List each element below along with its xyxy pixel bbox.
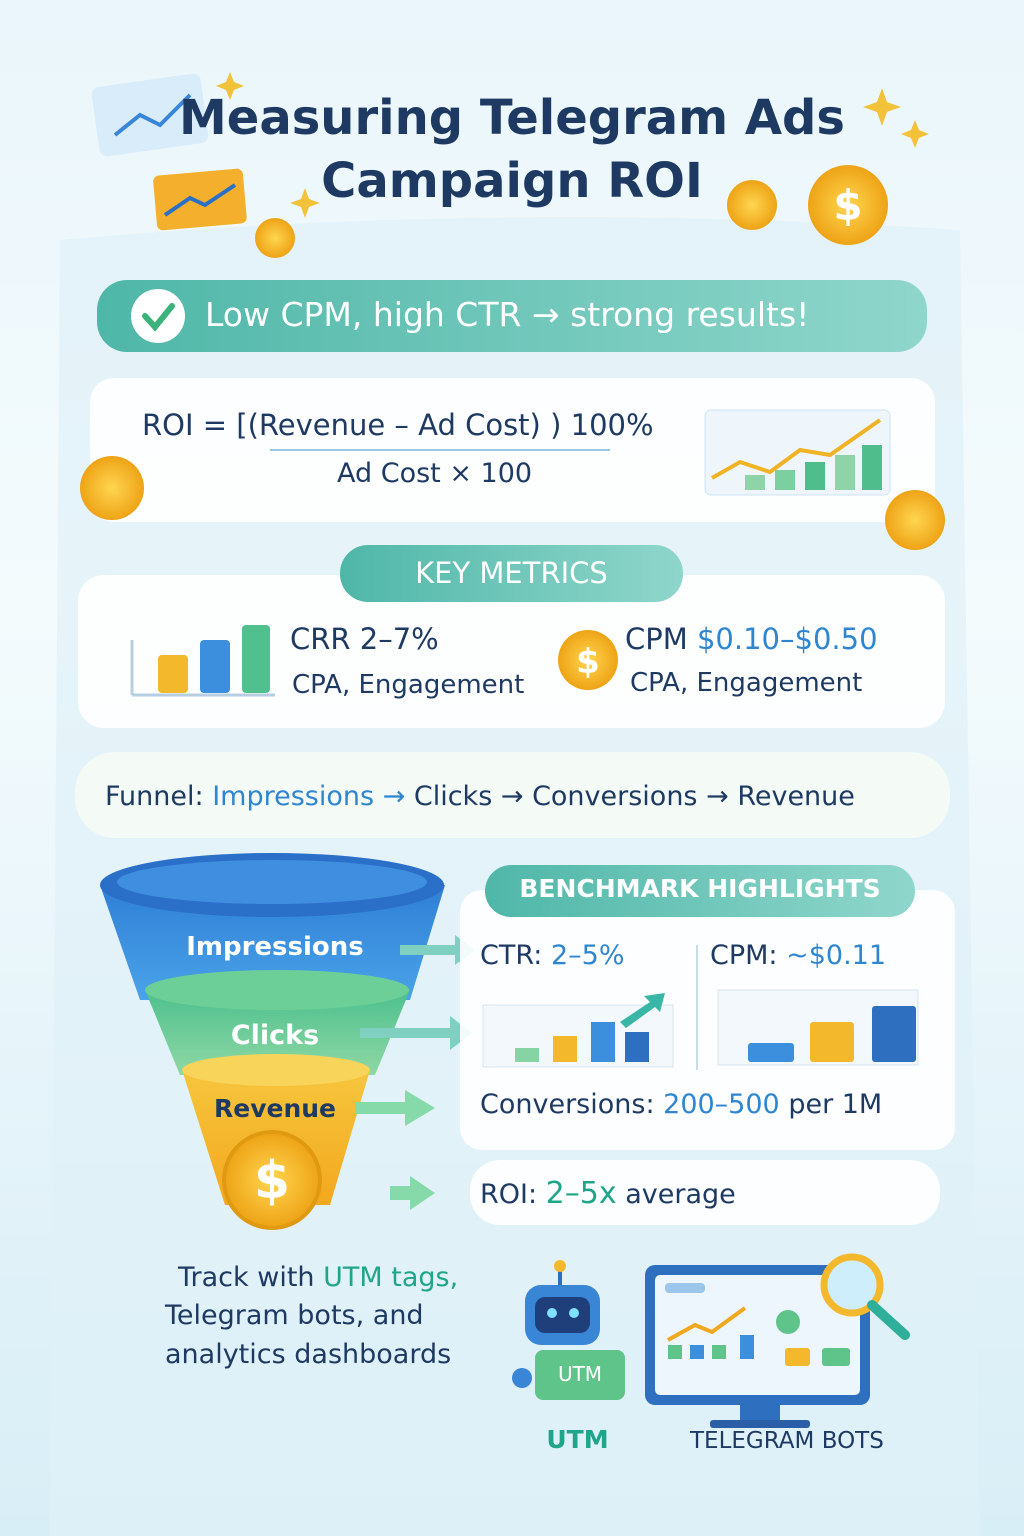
icon-label: UTM (546, 1425, 609, 1454)
metrics-pill (340, 545, 683, 602)
metric-label: CPM (625, 622, 688, 656)
coin-symbol: $ (833, 181, 862, 230)
coin (558, 630, 618, 690)
check-circle (131, 289, 185, 343)
benchmark: CPM: ~$0.11 (710, 940, 886, 971)
tracking-text: Track with UTM tags, (178, 1262, 458, 1293)
tracking-text: Telegram bots, and (165, 1300, 424, 1331)
funnel-stage-label: Revenue (213, 1094, 336, 1123)
robot (512, 1260, 625, 1400)
arrows (355, 935, 475, 1210)
metrics-title: KEY METRICS (415, 556, 608, 590)
check (142, 303, 175, 332)
metric-sub: CPA, Engagement (630, 668, 863, 698)
benchmark: CTR: 2–5% (480, 940, 624, 971)
tracking-part: Track with (178, 1262, 315, 1293)
benchmark-value: 200–500 (663, 1089, 780, 1120)
benchmark-value: ~$0.11 (786, 940, 887, 971)
chart-icon-line (113, 93, 192, 137)
metric-value: $0.10–$0.50 (696, 622, 878, 656)
card-icon (153, 168, 247, 231)
benchmark-label: ROI: (480, 1179, 538, 1210)
formula-denominator: Ad Cost × 100 (337, 458, 533, 489)
benchmark-unit: per 1M (788, 1089, 883, 1120)
svg-text:$: $ (576, 642, 600, 682)
tracking-highlight: UTM tags, (323, 1262, 459, 1293)
metric: CRR 2–7% (290, 622, 439, 656)
coin (808, 165, 888, 245)
benchmark-value: 2–5% (550, 940, 625, 971)
funnel-step: Impressions → (212, 781, 406, 812)
coin (255, 218, 295, 258)
tracking-text: analytics dashboards (165, 1339, 452, 1370)
coin (885, 490, 945, 550)
title-line: Measuring Telegram Ads (179, 90, 845, 146)
roi-card (470, 1160, 940, 1225)
benchmark-title: BENCHMARK HIGHLIGHTS (519, 874, 881, 903)
icon-label: TELEGRAM BOTS (690, 1428, 884, 1454)
funnel-stage-label: Impressions (186, 932, 364, 962)
benchmark-value: 2–5x (545, 1176, 617, 1211)
funnel-stage-label: Clicks (230, 1020, 320, 1051)
benchmark: ROI: 2–5x average (480, 1176, 736, 1211)
benchmark-label: Conversions: (480, 1089, 655, 1120)
funnel-line: Funnel: Impressions → Clicks → Conversio… (105, 781, 855, 812)
coin (80, 456, 144, 520)
funnel-step: Clicks → (413, 781, 524, 812)
funnel-line-card (75, 752, 950, 838)
robot-tag: UTM (557, 1362, 603, 1386)
benchmark-label: CTR: (480, 940, 543, 971)
coin (727, 180, 777, 230)
metric: CPM $0.10–$0.50 (625, 622, 878, 656)
title-line: Campaign ROI (321, 153, 703, 209)
metric-value: 2–7% (359, 622, 439, 656)
trend (711, 418, 882, 480)
metric-sub: CPA, Engagement (292, 670, 525, 700)
coin (222, 1130, 322, 1230)
card-icon-line (163, 183, 237, 217)
funnel-stage (145, 990, 410, 1075)
benchmark-pill (485, 865, 915, 917)
benchmark-label: CPM: (710, 940, 778, 971)
funnel-step: Revenue (737, 781, 855, 812)
benchmark-card (460, 890, 955, 1150)
svg-text:$: $ (254, 1151, 290, 1211)
funnel-line-label: Funnel: (105, 781, 204, 812)
formula-numerator: ROI = [(Revenue – Ad Cost) ) 100% (142, 408, 654, 442)
dashboard-monitor (645, 1253, 910, 1428)
banner-text: Low CPM, high CTR → strong results! (205, 295, 810, 334)
metrics-card (78, 575, 945, 728)
benchmark: Conversions: 200–500 per 1M (480, 1089, 882, 1120)
banner (97, 280, 927, 352)
metric-label: CRR (290, 622, 351, 656)
chart-icon (91, 73, 209, 157)
funnel-stage (100, 885, 445, 1000)
funnel-step: Conversions → (532, 781, 729, 812)
benchmark-unit: average (625, 1179, 736, 1210)
